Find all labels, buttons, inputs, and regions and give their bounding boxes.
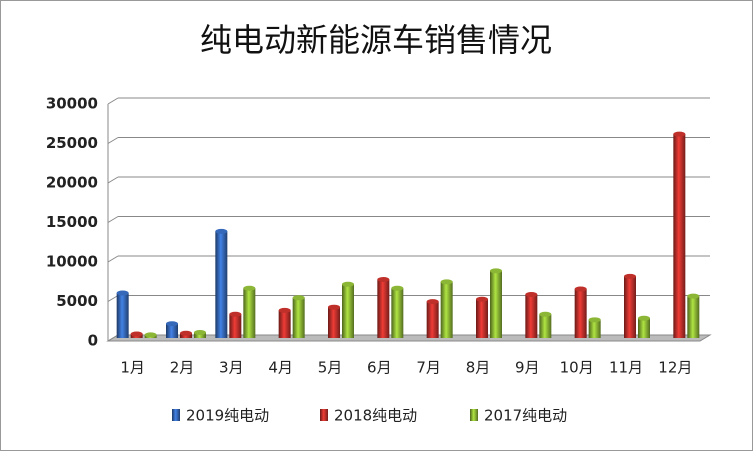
grid-diagonal	[107, 137, 119, 144]
bar-cap	[278, 307, 291, 313]
bar	[638, 318, 650, 338]
bar-cap	[426, 299, 439, 305]
grid-diagonal	[107, 216, 119, 223]
x-tick-label: 9月	[515, 359, 540, 377]
legend-label: 2018纯电动	[334, 407, 417, 425]
bar-cap	[194, 329, 206, 335]
legend-marker	[172, 409, 180, 421]
bar-cap	[588, 317, 601, 323]
x-tick-label: 11月	[609, 359, 643, 377]
bar-cap	[574, 286, 587, 292]
legend-marker	[470, 409, 478, 421]
x-tick-label: 3月	[219, 359, 244, 377]
x-tick-label: 12月	[658, 359, 692, 377]
x-tick-label: 1月	[120, 359, 145, 377]
bar	[342, 284, 354, 338]
bar-cap	[391, 285, 404, 291]
bar-cap	[440, 279, 453, 285]
bar	[588, 319, 601, 338]
bar	[539, 314, 552, 338]
grid-diagonal	[107, 97, 119, 105]
bar-cap	[292, 295, 305, 301]
x-tick-label: 8月	[466, 359, 491, 377]
legend-label: 2017纯电动	[484, 407, 567, 425]
bar	[292, 297, 305, 338]
bar-cap	[539, 311, 552, 317]
x-tick-label: 6月	[367, 359, 392, 377]
x-tick-label: 4月	[268, 359, 293, 377]
bar-cap	[525, 292, 538, 298]
bar	[490, 270, 502, 338]
bar-cap	[624, 273, 636, 279]
bar	[476, 299, 488, 338]
bar	[116, 292, 129, 338]
chart-title: 纯电动新能源车销售情况	[200, 21, 552, 59]
bar-cap	[687, 293, 700, 299]
bar	[278, 310, 291, 338]
bar-cap	[377, 277, 390, 283]
legend-label: 2019纯电动	[186, 407, 269, 425]
x-tick-label: 7月	[416, 359, 441, 377]
bar	[426, 301, 439, 338]
bar	[243, 288, 256, 338]
grid-diagonal	[107, 255, 119, 263]
bar-cap	[229, 311, 242, 317]
bar	[624, 276, 636, 338]
bar-cap	[638, 315, 650, 321]
bar	[377, 279, 390, 338]
bar	[525, 294, 538, 338]
bar-cap	[180, 330, 192, 336]
bar	[328, 307, 340, 338]
bar	[166, 323, 178, 338]
bar-cap	[166, 321, 178, 327]
legend-marker	[320, 409, 328, 421]
bar-cap	[144, 332, 157, 338]
bar-cap	[116, 290, 129, 296]
bar-cap	[328, 304, 340, 310]
bar	[194, 332, 206, 338]
bar	[440, 281, 453, 338]
bar-cap	[215, 228, 228, 234]
bar-cap	[130, 331, 143, 337]
bar	[574, 289, 587, 338]
bar	[391, 288, 404, 338]
y-tick-label: 0	[88, 332, 98, 350]
y-tick-label: 15000	[46, 213, 98, 231]
bar-cap	[476, 296, 488, 302]
grid-diagonal	[107, 334, 119, 342]
grid-diagonal	[107, 176, 119, 184]
y-tick-label: 20000	[46, 174, 98, 192]
y-tick-label: 25000	[46, 134, 98, 152]
x-tick-label: 2月	[170, 359, 195, 377]
y-tick-label: 30000	[46, 95, 98, 113]
bar	[215, 231, 228, 338]
bar	[229, 314, 242, 338]
x-tick-label: 10月	[560, 359, 594, 377]
bar-cap	[673, 131, 686, 137]
grid-diagonal	[107, 295, 119, 302]
bar-cap	[342, 281, 354, 287]
bar-cap	[243, 285, 256, 291]
x-tick-label: 5月	[318, 359, 343, 377]
bar	[673, 134, 686, 338]
bar	[687, 296, 700, 338]
y-tick-label: 5000	[56, 292, 98, 310]
y-tick-label: 10000	[46, 253, 98, 271]
bar-cap	[490, 268, 502, 274]
